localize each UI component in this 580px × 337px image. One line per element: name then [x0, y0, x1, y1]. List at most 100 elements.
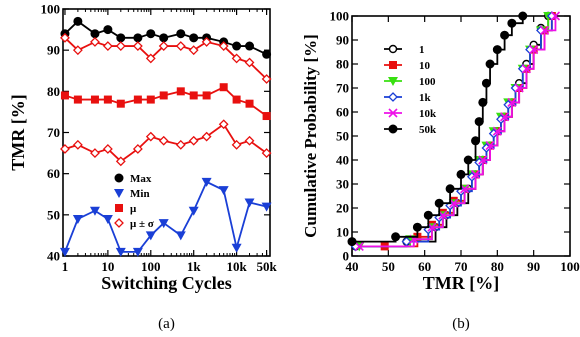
data-point — [102, 214, 113, 224]
data-point — [145, 53, 156, 64]
series---lower — [60, 119, 272, 167]
data-point — [218, 186, 229, 196]
x-tick-label: 80 — [491, 259, 504, 274]
data-point — [72, 139, 83, 150]
legend-item-10: 10 — [384, 60, 431, 72]
chart-panel-b: 0 10 20 30 40 50 60 70 80 90 100 40 50 60 70 80 90 100 TMR… — [301, 9, 580, 333]
x-tick-label: 40 — [346, 259, 359, 274]
y-tick-label: 80 — [336, 57, 349, 72]
data-point — [391, 232, 401, 242]
legend-label: μ — [130, 203, 137, 215]
data-point — [201, 37, 212, 47]
x-tick-label: 10 — [101, 259, 114, 274]
legend: 1 10 100 1k 10k 50k — [384, 44, 437, 136]
series-10k — [354, 11, 561, 251]
data-point — [59, 247, 70, 257]
legend-label: μ ± σ — [130, 218, 154, 230]
data-point — [175, 231, 186, 241]
data-point — [188, 135, 199, 146]
legend-marker — [388, 92, 398, 102]
data-point — [261, 74, 272, 84]
data-point — [471, 136, 481, 146]
data-point — [201, 177, 212, 187]
data-point — [232, 95, 241, 104]
data-point — [232, 41, 242, 51]
data-point — [456, 169, 466, 179]
legend-marker — [114, 189, 124, 198]
data-point — [90, 148, 100, 159]
legend-item--: μ — [115, 203, 137, 215]
data-point — [188, 206, 199, 216]
data-point — [463, 155, 473, 165]
series-1 — [351, 11, 553, 251]
x-tick-label: 10k — [226, 259, 247, 274]
y-tick-label: 60 — [47, 166, 60, 181]
legend-item-1: 1 — [384, 44, 425, 56]
y-axis-title: Cumulative Probability [%] — [301, 34, 320, 238]
x-axis-title: TMR [%] — [423, 273, 499, 293]
legend: Max Min μ μ ± σ — [114, 173, 154, 230]
data-point — [133, 95, 142, 104]
x-tick-label: 100 — [560, 259, 580, 274]
series-- — [60, 83, 271, 121]
data-point — [245, 41, 255, 51]
legend-marker — [388, 44, 398, 54]
data-point — [146, 95, 155, 104]
data-point — [481, 78, 491, 88]
legend-label: 1k — [419, 92, 432, 104]
data-point — [60, 144, 70, 154]
data-point — [60, 91, 69, 100]
data-point — [434, 198, 444, 208]
y-tick-label: 0 — [343, 249, 350, 264]
y-tick-label: 60 — [336, 105, 349, 120]
data-point — [72, 45, 83, 56]
data-point — [412, 222, 422, 232]
data-point — [427, 222, 437, 232]
data-point — [90, 29, 100, 39]
y-tick-label: 50 — [336, 129, 349, 144]
x-tick-label: 90 — [527, 259, 540, 274]
data-point — [133, 33, 143, 43]
data-point — [500, 30, 510, 40]
data-point — [202, 91, 211, 100]
y-tick-label: 20 — [336, 201, 349, 216]
data-point — [244, 57, 255, 68]
y-tick-label: 90 — [336, 33, 349, 48]
y-tick-label: 100 — [330, 9, 350, 24]
data-point — [474, 117, 484, 127]
data-point — [514, 83, 524, 93]
legend-marker — [388, 77, 398, 86]
legend-item--: μ ± σ — [114, 218, 154, 230]
data-point — [244, 135, 255, 146]
series-- — [60, 32, 272, 84]
data-point — [261, 148, 272, 159]
legend-item-50k: 50k — [384, 124, 437, 136]
y-tick-label: 90 — [47, 43, 60, 58]
data-point — [72, 214, 83, 224]
data-point — [438, 210, 448, 220]
data-point — [492, 45, 502, 55]
data-point — [175, 41, 186, 51]
legend-item-1k: 1k — [384, 92, 432, 104]
data-point — [89, 206, 100, 216]
data-point — [102, 41, 113, 51]
data-point — [60, 32, 70, 43]
data-point — [175, 139, 186, 150]
series-line — [355, 16, 550, 248]
data-point — [218, 41, 229, 51]
panel-label: (b) — [452, 316, 470, 332]
y-tick-label: 70 — [47, 125, 60, 140]
y-tick-label: 80 — [47, 84, 60, 99]
data-point — [145, 131, 156, 142]
legend-label: Min — [130, 188, 150, 200]
legend-marker — [115, 204, 123, 212]
data-point — [347, 237, 357, 247]
legend-label: 10 — [419, 60, 431, 72]
panel-label: (a) — [158, 316, 175, 332]
data-point — [158, 219, 169, 229]
x-tick-label: 60 — [418, 259, 431, 274]
data-point — [478, 155, 488, 165]
legend-marker — [114, 218, 124, 228]
